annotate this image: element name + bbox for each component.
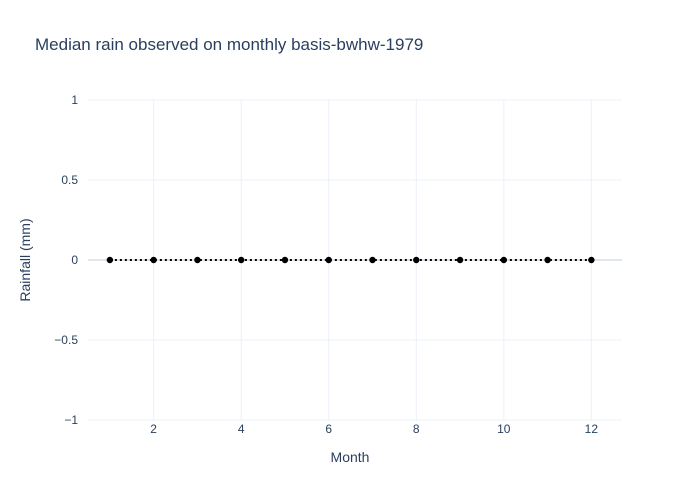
tick-labels: 2 4 6 8 10 12 1 0.5 0 −0.5 −1: [54, 93, 598, 436]
x-tick-label: 10: [497, 422, 511, 436]
y-tick-label: −1: [64, 413, 78, 427]
x-tick-label: 8: [413, 422, 420, 436]
x-tick-label: 4: [238, 422, 245, 436]
series-layer: [106, 256, 595, 264]
chart-title: Median rain observed on monthly basis-bw…: [35, 35, 423, 54]
data-point: [413, 256, 420, 264]
data-point: [281, 256, 289, 264]
data-point: [325, 256, 332, 264]
data-point: [456, 256, 464, 264]
y-tick-label: 0.5: [61, 173, 78, 187]
x-axis-title: Month: [331, 449, 370, 465]
y-tick-label: 1: [71, 93, 78, 107]
data-point: [194, 256, 201, 264]
x-tick-label: 12: [585, 422, 599, 436]
y-tick-label: 0: [71, 253, 78, 267]
data-point: [544, 256, 551, 264]
data-point: [500, 256, 508, 264]
x-tick-label: 6: [325, 422, 332, 436]
data-point: [369, 256, 376, 264]
data-point: [588, 256, 595, 264]
data-point: [237, 256, 245, 264]
x-tick-label: 2: [150, 422, 157, 436]
y-axis-title: Rainfall (mm): [17, 218, 33, 301]
y-tick-label: −0.5: [54, 333, 78, 347]
data-point: [106, 256, 114, 264]
data-point: [150, 256, 157, 264]
